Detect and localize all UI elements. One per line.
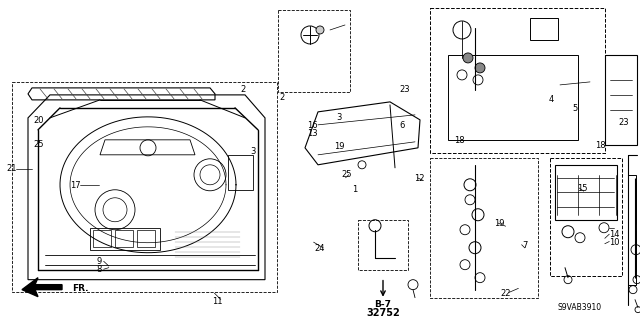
- Text: 18: 18: [454, 136, 465, 145]
- Text: 13: 13: [307, 129, 317, 138]
- Bar: [430, 8, 605, 153]
- Circle shape: [475, 63, 485, 73]
- Text: 19: 19: [334, 142, 344, 151]
- Text: 23: 23: [619, 118, 629, 127]
- Bar: [93, 230, 111, 247]
- Text: 19: 19: [494, 219, 504, 227]
- Text: 1: 1: [353, 185, 358, 194]
- Text: 3: 3: [250, 147, 255, 156]
- Circle shape: [463, 53, 473, 63]
- Bar: [90, 228, 160, 250]
- Text: 24: 24: [315, 244, 325, 253]
- Text: 25: 25: [342, 170, 352, 179]
- Text: 9: 9: [97, 257, 102, 266]
- Text: 5: 5: [572, 104, 577, 114]
- Text: 4: 4: [549, 95, 554, 104]
- Text: 23: 23: [399, 85, 410, 94]
- Text: FR.: FR.: [72, 284, 88, 293]
- Text: 10: 10: [609, 238, 620, 247]
- Bar: [530, 18, 558, 40]
- Bar: [12, 82, 277, 292]
- Text: 17: 17: [70, 181, 81, 190]
- Bar: [628, 175, 636, 285]
- Text: 32752: 32752: [366, 308, 400, 318]
- Text: 7: 7: [522, 241, 527, 250]
- Text: 2: 2: [241, 85, 246, 94]
- Bar: [605, 55, 637, 145]
- Text: 15: 15: [577, 184, 588, 193]
- Text: 12: 12: [414, 174, 424, 183]
- Bar: [137, 230, 155, 247]
- Text: S9VAB3910: S9VAB3910: [558, 303, 602, 312]
- Bar: [555, 165, 617, 220]
- Text: 21: 21: [6, 164, 17, 173]
- Text: 20: 20: [33, 116, 44, 125]
- Text: 2: 2: [279, 93, 284, 102]
- Bar: [228, 155, 253, 190]
- Polygon shape: [22, 278, 62, 297]
- Bar: [358, 220, 408, 270]
- Text: 6: 6: [399, 121, 404, 130]
- Bar: [278, 10, 350, 92]
- Text: B-7: B-7: [374, 300, 392, 309]
- Text: 18: 18: [595, 141, 605, 151]
- Bar: [448, 55, 578, 140]
- Text: 16: 16: [307, 121, 317, 130]
- Circle shape: [316, 26, 324, 34]
- Text: 25: 25: [33, 140, 44, 150]
- Bar: [430, 158, 538, 298]
- Bar: [115, 230, 133, 247]
- Text: 8: 8: [97, 265, 102, 274]
- Text: 11: 11: [212, 297, 223, 306]
- Text: 14: 14: [609, 230, 620, 239]
- Text: 22: 22: [500, 289, 511, 298]
- Bar: [550, 158, 622, 276]
- Text: 3: 3: [337, 113, 342, 122]
